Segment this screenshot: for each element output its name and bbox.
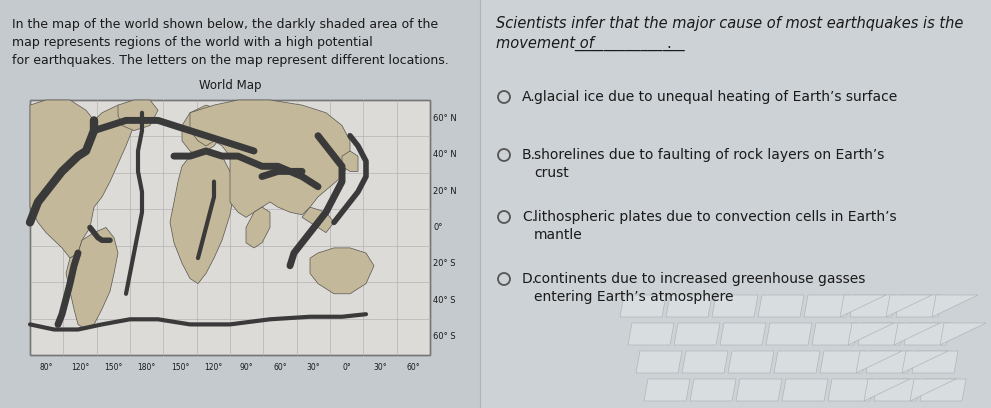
Text: continents due to increased greenhouse gasses
entering Earth’s atmosphere: continents due to increased greenhouse g… [534, 272, 865, 304]
Polygon shape [850, 295, 896, 317]
Polygon shape [118, 100, 158, 131]
Text: 30°: 30° [306, 363, 320, 372]
Polygon shape [828, 379, 874, 401]
Polygon shape [886, 295, 932, 317]
Polygon shape [302, 207, 334, 233]
Polygon shape [920, 379, 966, 401]
Text: 90°: 90° [240, 363, 254, 372]
Polygon shape [856, 351, 902, 373]
Polygon shape [170, 151, 234, 284]
Polygon shape [804, 295, 850, 317]
Polygon shape [866, 351, 912, 373]
Polygon shape [246, 207, 270, 248]
Text: 150°: 150° [104, 363, 123, 372]
Polygon shape [894, 323, 940, 345]
Text: movement of: movement of [496, 36, 594, 51]
Polygon shape [864, 379, 910, 401]
Polygon shape [182, 105, 230, 156]
Text: 30°: 30° [374, 363, 386, 372]
Text: 60° N: 60° N [433, 114, 457, 123]
FancyBboxPatch shape [480, 0, 991, 408]
Text: .: . [666, 36, 671, 51]
Polygon shape [840, 295, 886, 317]
Polygon shape [736, 379, 782, 401]
Text: 20° N: 20° N [433, 186, 457, 195]
Text: 60°: 60° [274, 363, 286, 372]
Polygon shape [666, 295, 712, 317]
Text: 60° S: 60° S [433, 332, 456, 341]
Text: lithospheric plates due to convection cells in Earth’s
mantle: lithospheric plates due to convection ce… [534, 210, 897, 242]
Text: Scientists infer that the major cause of most earthquakes is the: Scientists infer that the major cause of… [496, 16, 963, 31]
Text: 40° N: 40° N [433, 150, 457, 159]
Text: 120°: 120° [71, 363, 89, 372]
Text: shorelines due to faulting of rock layers on Earth’s
crust: shorelines due to faulting of rock layer… [534, 148, 884, 180]
Polygon shape [874, 379, 920, 401]
Polygon shape [774, 351, 820, 373]
Polygon shape [758, 295, 804, 317]
Polygon shape [636, 351, 682, 373]
Text: _______________: _______________ [574, 36, 685, 51]
Polygon shape [858, 323, 904, 345]
Polygon shape [682, 351, 728, 373]
Text: 0°: 0° [342, 363, 351, 372]
Polygon shape [896, 295, 942, 317]
Polygon shape [820, 351, 866, 373]
Polygon shape [728, 351, 774, 373]
Polygon shape [782, 379, 828, 401]
Text: World Map: World Map [199, 79, 262, 92]
FancyBboxPatch shape [30, 100, 430, 355]
Polygon shape [904, 323, 950, 345]
Text: 180°: 180° [138, 363, 156, 372]
Text: glacial ice due to unequal heating of Earth’s surface: glacial ice due to unequal heating of Ea… [534, 90, 897, 104]
Text: 20° S: 20° S [433, 259, 456, 268]
Polygon shape [910, 379, 956, 401]
Polygon shape [66, 228, 118, 330]
Polygon shape [766, 323, 812, 345]
Text: C.: C. [522, 210, 536, 224]
Polygon shape [190, 100, 350, 217]
Polygon shape [628, 323, 674, 345]
Text: A.: A. [522, 90, 535, 104]
Text: 80°: 80° [40, 363, 54, 372]
Polygon shape [940, 323, 986, 345]
Polygon shape [848, 323, 894, 345]
Polygon shape [310, 248, 374, 294]
Polygon shape [342, 151, 358, 171]
Text: 40° S: 40° S [433, 296, 456, 305]
Polygon shape [812, 323, 858, 345]
Polygon shape [912, 351, 958, 373]
Polygon shape [712, 295, 758, 317]
Text: 0°: 0° [433, 223, 442, 232]
Polygon shape [644, 379, 690, 401]
Text: D.: D. [522, 272, 537, 286]
Text: B.: B. [522, 148, 536, 162]
Text: 120°: 120° [204, 363, 222, 372]
Polygon shape [690, 379, 736, 401]
Polygon shape [932, 295, 978, 317]
FancyBboxPatch shape [0, 0, 480, 408]
Text: In the map of the world shown below, the darkly shaded area of the
map represent: In the map of the world shown below, the… [12, 18, 449, 67]
Polygon shape [620, 295, 666, 317]
Text: 150°: 150° [170, 363, 189, 372]
Text: 60°: 60° [406, 363, 420, 372]
Polygon shape [30, 100, 134, 258]
Polygon shape [674, 323, 720, 345]
Polygon shape [720, 323, 766, 345]
Polygon shape [902, 351, 948, 373]
